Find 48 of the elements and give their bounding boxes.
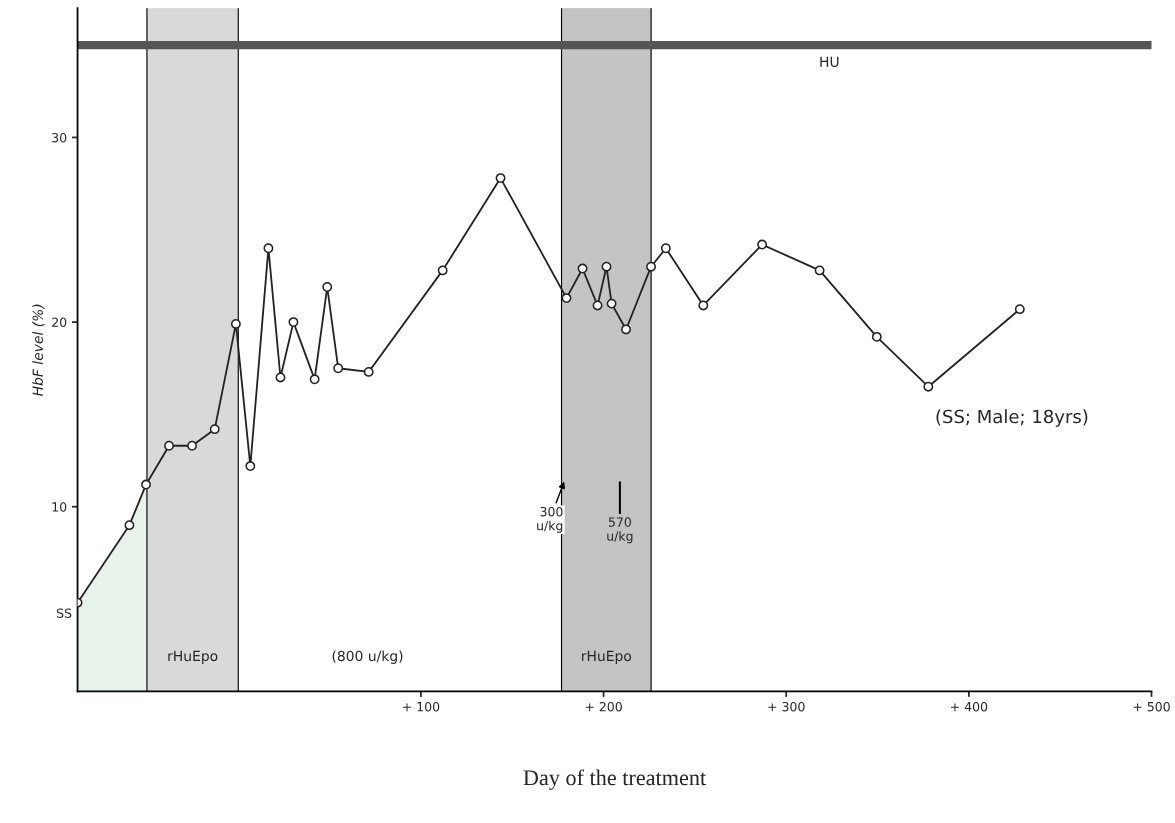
point bbox=[275, 372, 286, 383]
band-label: rHuEpo bbox=[582, 650, 632, 664]
point bbox=[309, 374, 320, 385]
point bbox=[437, 265, 448, 276]
point bbox=[124, 520, 135, 531]
point bbox=[230, 318, 241, 329]
point bbox=[923, 381, 934, 392]
ref-line-label: HU bbox=[820, 56, 839, 67]
y-tick-label: 20 bbox=[52, 317, 67, 328]
x-tick-label: + 200 bbox=[585, 701, 622, 712]
annotation: (SS; Male; 18yrs) bbox=[936, 409, 1088, 427]
point bbox=[209, 424, 220, 435]
point bbox=[263, 243, 274, 254]
x-tick-label: + 100 bbox=[403, 701, 440, 712]
point bbox=[814, 265, 825, 276]
point bbox=[363, 366, 374, 377]
annotation: SS bbox=[56, 608, 72, 618]
point bbox=[561, 293, 572, 304]
point bbox=[288, 317, 299, 328]
x-axis-title: Day of the treatment bbox=[523, 769, 707, 790]
point bbox=[245, 461, 256, 472]
point bbox=[592, 300, 603, 311]
annotation: 570 u/kg bbox=[607, 517, 633, 544]
x-tick-label: + 300 bbox=[768, 701, 805, 712]
point bbox=[141, 479, 151, 490]
y-axis-title: HbF level (%) bbox=[32, 304, 45, 396]
point bbox=[646, 261, 656, 272]
point bbox=[1014, 304, 1025, 315]
point bbox=[333, 363, 344, 374]
point bbox=[601, 261, 612, 272]
point bbox=[495, 173, 506, 184]
point bbox=[606, 298, 617, 309]
point bbox=[187, 440, 197, 451]
point bbox=[577, 263, 588, 274]
x-tick-label: + 500 bbox=[1133, 701, 1170, 712]
y-tick-label: 10 bbox=[52, 502, 67, 512]
annotation: (800 u/kg) bbox=[332, 650, 403, 664]
point bbox=[322, 282, 333, 292]
x-tick-label: + 400 bbox=[951, 701, 988, 712]
point bbox=[698, 300, 709, 311]
point bbox=[871, 331, 882, 342]
y-tick-label: 30 bbox=[52, 132, 67, 143]
point bbox=[757, 239, 768, 250]
point bbox=[621, 324, 631, 335]
band-label: rHuEpo bbox=[168, 650, 218, 664]
point bbox=[660, 243, 671, 254]
point bbox=[164, 440, 174, 451]
annotation: 300 u/kg bbox=[537, 506, 563, 533]
